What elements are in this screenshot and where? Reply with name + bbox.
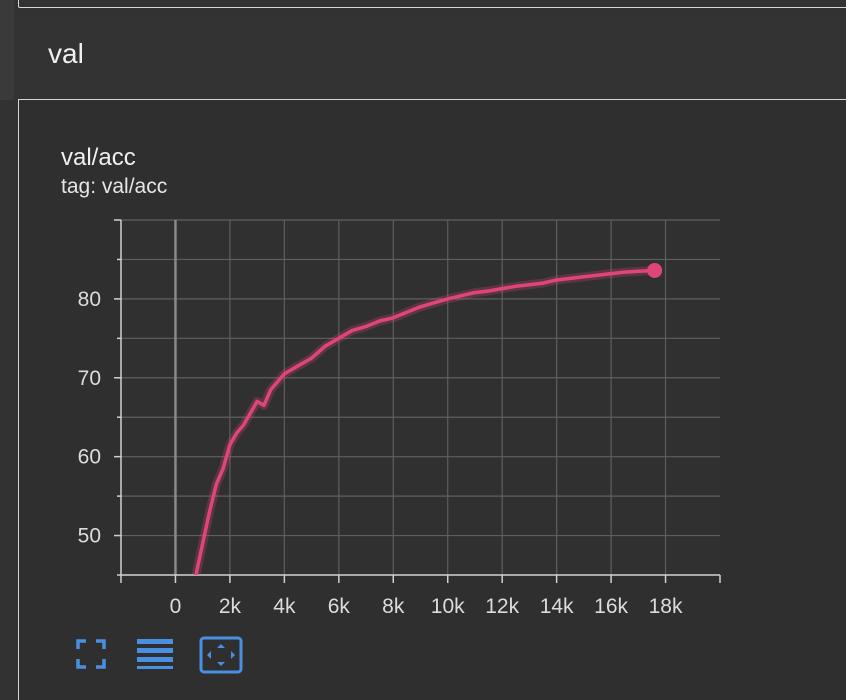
axes [114,219,721,583]
section-title: val [48,38,84,69]
x-tick-label: 10k [431,595,465,618]
x-tick-label: 18k [649,595,683,618]
y-tick-label: 60 [78,446,101,469]
grid-lines [121,219,720,576]
card-title: val/acc [61,144,136,171]
y-tick-label: 70 [78,367,101,390]
x-tick-label: 0 [170,595,182,618]
line-chart[interactable]: 50 60 70 80 0 2k 4k 6k 8k 10k 12k 14k 16k 18k [19,100,846,700]
x-tick-label: 6k [328,595,351,618]
card-tag: tag: val/acc [61,175,168,198]
tick-labels: 50 60 70 80 0 2k 4k 6k 8k 10k 12k 14k 16k 18k [78,288,683,618]
fullscreen-icon [76,639,106,669]
x-tick-label: 16k [594,595,628,618]
x-tick-label: 12k [485,595,519,618]
y-tick-label: 80 [78,288,101,311]
series-layer [191,262,663,575]
y-tick-label: 50 [78,525,101,548]
x-tick-label: 14k [540,595,574,618]
fullscreen-button[interactable] [71,636,111,672]
data-table-button[interactable] [135,636,175,672]
chart-card: val/acc tag: val/acc 50 60 70 80 0 2k 4k 6k 8k 10… [18,99,846,700]
previous-card-border [18,0,846,8]
x-tick-label: 2k [219,595,242,618]
series-last-point [647,262,663,278]
x-tick-label: 8k [382,595,405,618]
fit-domain-icon [199,636,243,674]
series-line [194,268,657,575]
plot-area [121,220,720,575]
data-table-icon [137,639,173,669]
left-edge-strip [0,0,14,100]
x-tick-label: 4k [273,595,296,618]
fit-domain-button[interactable] [199,636,243,674]
section-header[interactable]: val [18,14,846,98]
plot-background [121,220,720,575]
